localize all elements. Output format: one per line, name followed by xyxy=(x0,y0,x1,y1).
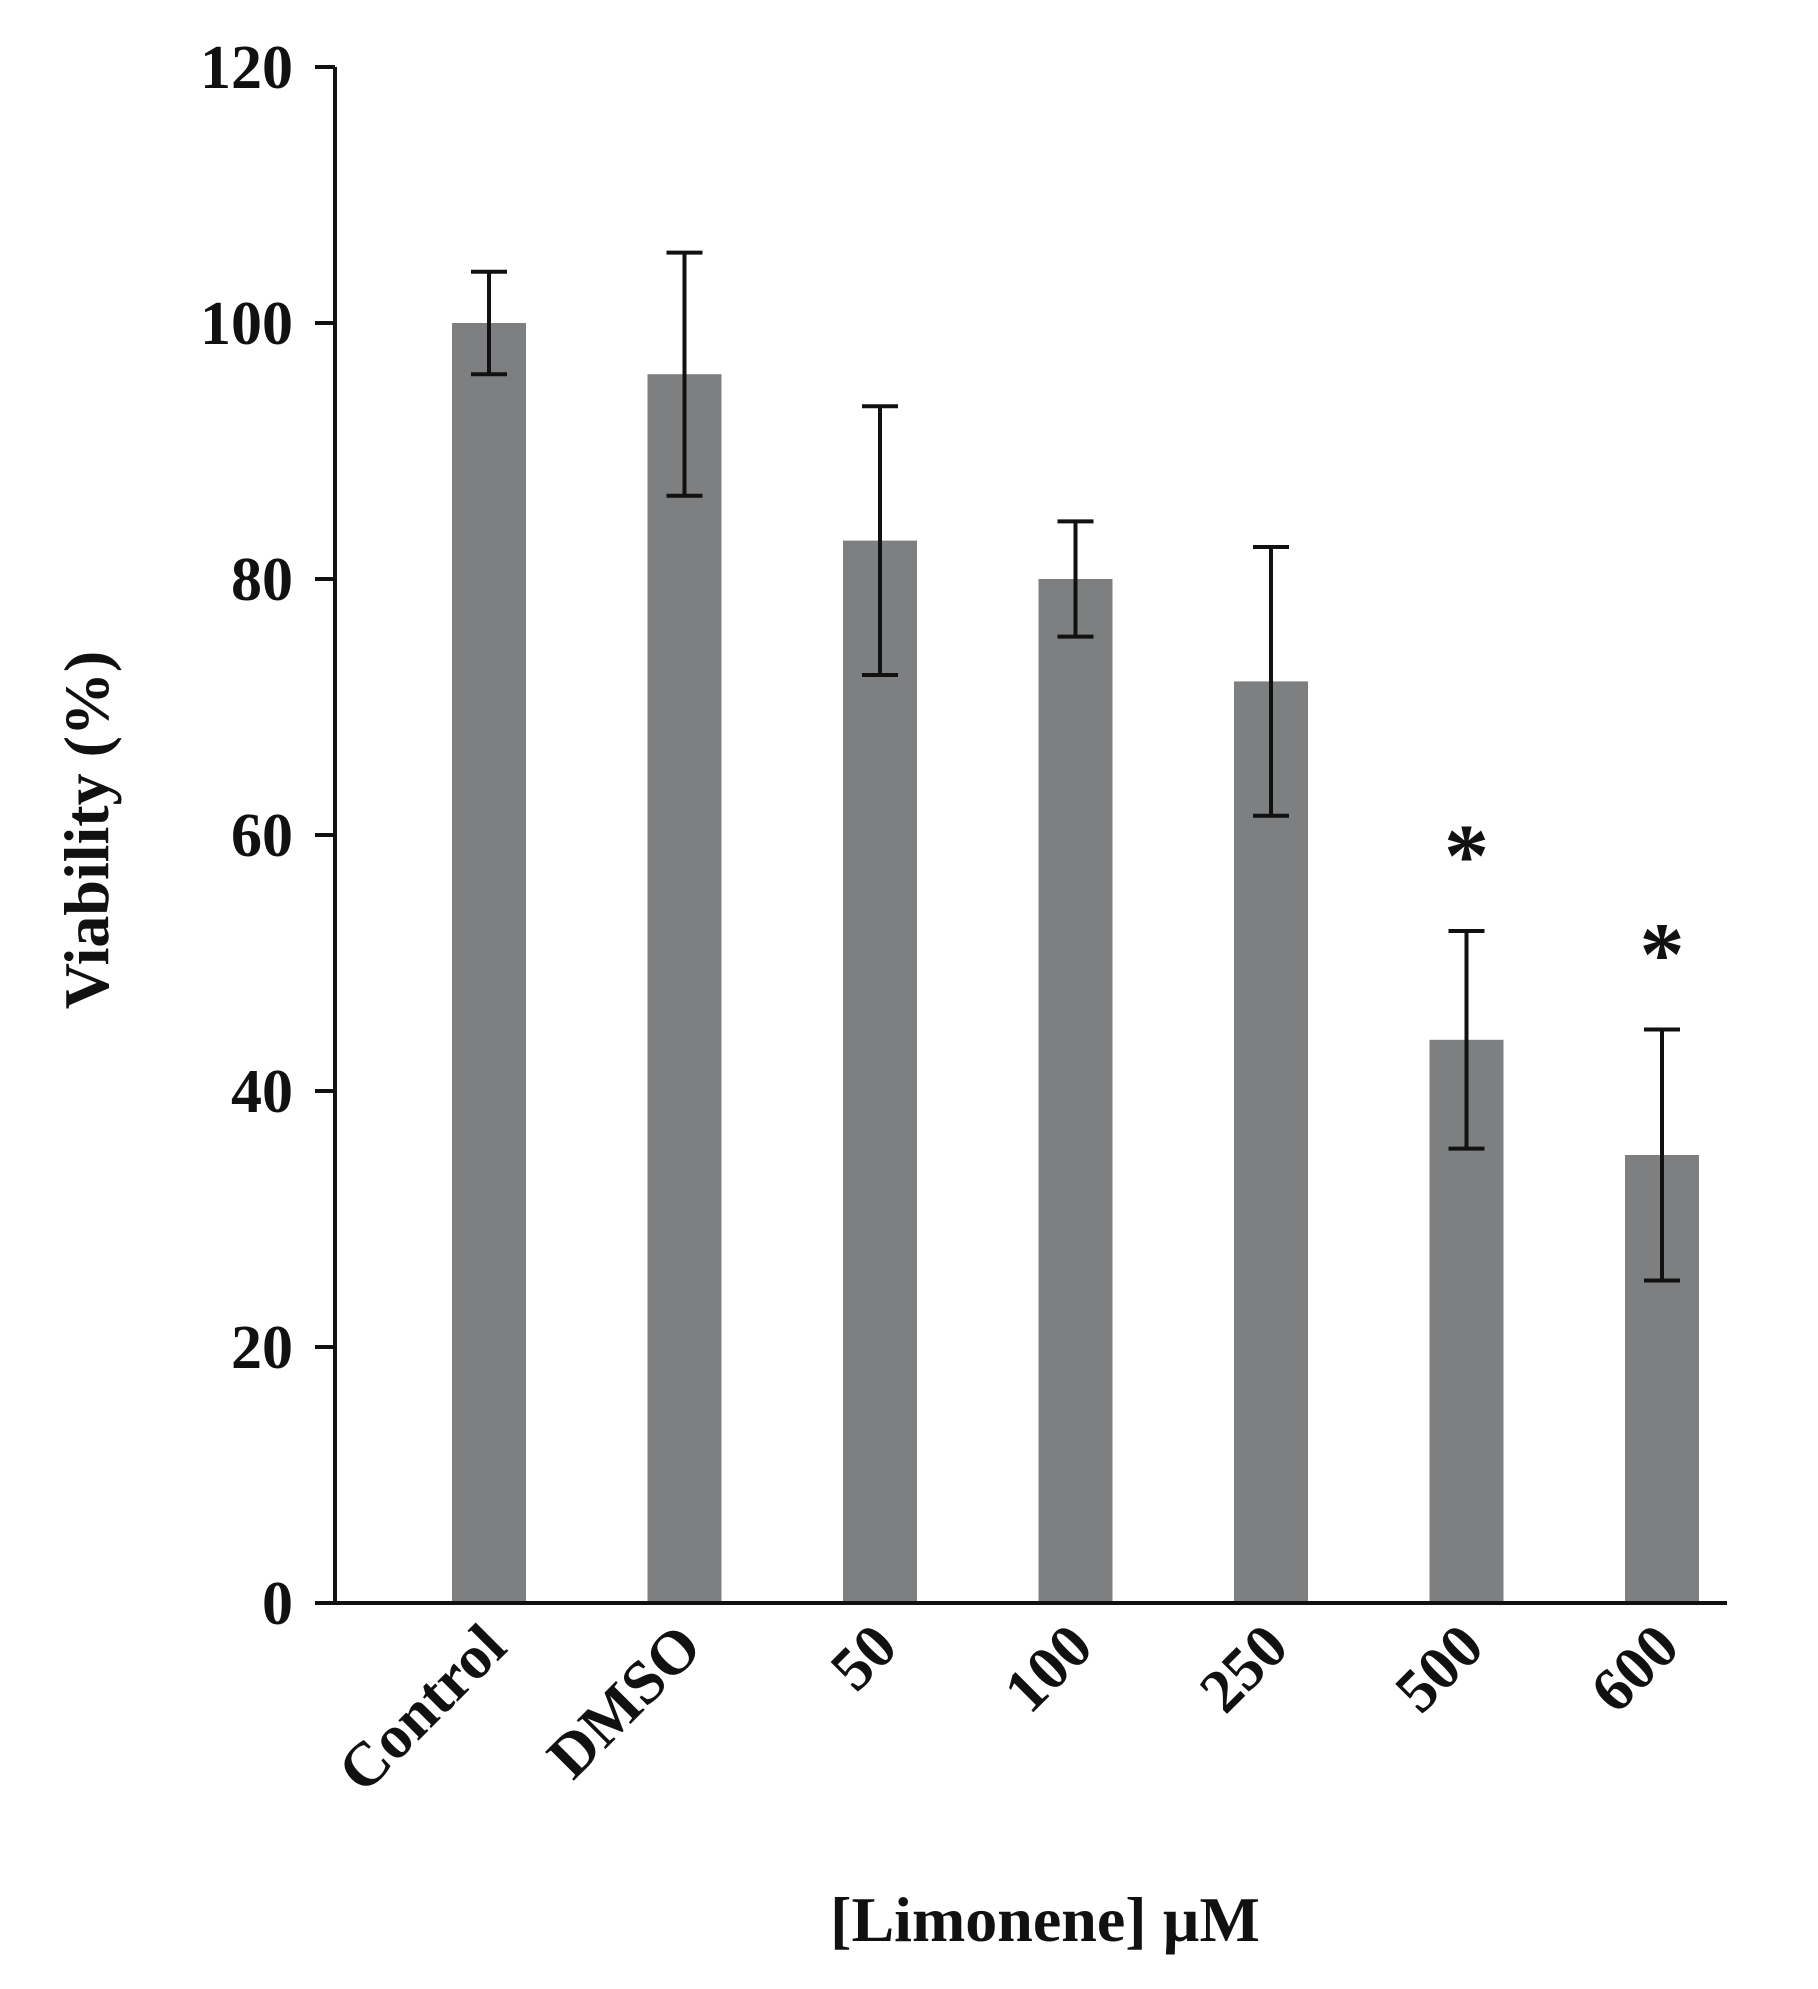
x-tick-label: Control xyxy=(325,1612,518,1805)
x-tick-label: 250 xyxy=(1187,1612,1301,1726)
y-tick-label: 40 xyxy=(231,1058,293,1126)
y-tick-label: 60 xyxy=(231,802,293,870)
y-axis-title: Viability (%) xyxy=(51,651,122,1010)
y-tick-label: 20 xyxy=(231,1314,293,1382)
bar xyxy=(1038,579,1113,1603)
x-tick-label: 100 xyxy=(992,1612,1106,1726)
y-tick-label: 0 xyxy=(262,1570,293,1638)
x-axis-title: [Limonene] µM xyxy=(830,1884,1260,1955)
significance-marker: * xyxy=(1444,807,1489,906)
bar xyxy=(1234,681,1308,1603)
x-tick-label: DMSO xyxy=(535,1612,715,1792)
x-tick-label: 500 xyxy=(1383,1612,1497,1726)
y-tick-label: 100 xyxy=(200,290,293,358)
plot-area: Control DMSO 50 100 250 * 500 * 600 0 20 40 60 80 100 1… xyxy=(200,34,1727,1805)
y-tick-label: 80 xyxy=(231,546,293,614)
significance-marker: * xyxy=(1640,906,1685,1005)
x-tick-label: 50 xyxy=(818,1612,910,1704)
x-tick-label: 600 xyxy=(1578,1612,1692,1726)
bar xyxy=(647,374,722,1604)
bar xyxy=(452,323,526,1603)
bar xyxy=(843,540,917,1603)
y-tick-label: 120 xyxy=(200,34,293,102)
